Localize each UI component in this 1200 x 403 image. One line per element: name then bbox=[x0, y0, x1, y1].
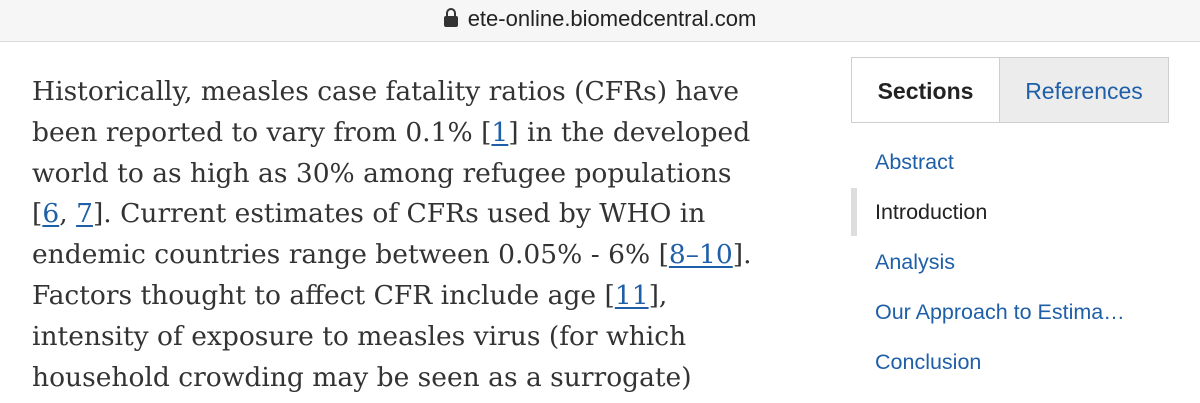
sidebar-tabs: Sections References bbox=[851, 57, 1169, 123]
article-line: endemic countries range between 0.05% - … bbox=[32, 235, 822, 276]
sections-nav: Abstract Introduction Analysis Our Appro… bbox=[851, 137, 1191, 387]
article-line: Factors thought to affect CFR include ag… bbox=[32, 276, 822, 317]
article-line: [6, 7]. Current estimates of CFRs used b… bbox=[32, 194, 822, 235]
lock-icon bbox=[443, 8, 458, 28]
article-text: endemic countries range between 0.05% - … bbox=[32, 239, 669, 271]
nav-item-abstract[interactable]: Abstract bbox=[875, 150, 954, 174]
article-text: , bbox=[59, 198, 77, 230]
article-text: [ bbox=[32, 198, 43, 230]
article-line: been reported to vary from 0.1% [1] in t… bbox=[32, 113, 822, 154]
article-paragraph: Historically, measles case fatality rati… bbox=[32, 72, 822, 398]
article-text: world to as high as 30% among refugee po… bbox=[32, 157, 732, 189]
article-body: Historically, measles case fatality rati… bbox=[32, 72, 822, 398]
article-line: household crowding may be seen as a surr… bbox=[32, 358, 822, 399]
citation-link[interactable]: 11 bbox=[614, 279, 649, 311]
article-text: Factors thought to affect CFR include ag… bbox=[32, 279, 615, 311]
article-text: ]. Current estimates of CFRs used by WHO… bbox=[92, 198, 706, 230]
article-text: household crowding may be seen as a surr… bbox=[32, 361, 692, 393]
article-text: intensity of exposure to measles virus (… bbox=[32, 320, 687, 352]
nav-item-our-approach[interactable]: Our Approach to Estima… bbox=[875, 300, 1125, 324]
citation-link[interactable]: 6 bbox=[42, 198, 60, 230]
article-line: Historically, measles case fatality rati… bbox=[32, 72, 822, 113]
nav-item-analysis[interactable]: Analysis bbox=[875, 250, 956, 274]
tab-references[interactable]: References bbox=[999, 57, 1169, 123]
citation-link[interactable]: 8–10 bbox=[668, 239, 733, 271]
citation-link[interactable]: 1 bbox=[491, 116, 509, 148]
citation-link[interactable]: 7 bbox=[76, 198, 93, 230]
article-line: world to as high as 30% among refugee po… bbox=[32, 154, 822, 195]
url-text: ete-online.biomedcentral.com bbox=[467, 6, 757, 31]
article-text: ]. bbox=[732, 239, 752, 271]
url-display[interactable]: ete-online.biomedcentral.com bbox=[0, 6, 1200, 32]
article-text: Historically, measles case fatality rati… bbox=[32, 76, 740, 107]
article-line: intensity of exposure to measles virus (… bbox=[32, 317, 822, 358]
article-text: ] in the developed bbox=[508, 116, 751, 148]
article-text: been reported to vary from 0.1% [ bbox=[32, 116, 492, 148]
tab-sections[interactable]: Sections bbox=[851, 57, 999, 123]
nav-item-introduction[interactable]: Introduction bbox=[851, 187, 1191, 237]
nav-item-conclusion[interactable]: Conclusion bbox=[875, 350, 982, 374]
browser-address-bar[interactable]: ete-online.biomedcentral.com bbox=[0, 0, 1200, 42]
article-text: ], bbox=[648, 279, 668, 311]
